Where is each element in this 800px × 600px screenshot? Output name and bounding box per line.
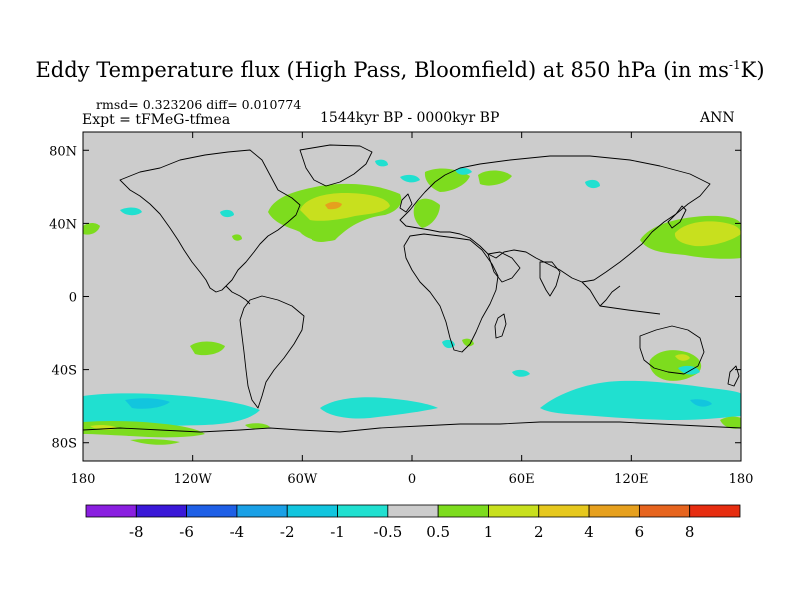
scandinavia-positive — [424, 168, 470, 192]
colorbar-swatch — [286, 504, 338, 518]
lat-tick-label: 80S — [52, 437, 77, 452]
south-africa-positive — [462, 338, 474, 347]
indonesia-coast — [599, 305, 661, 315]
india-coast — [539, 261, 561, 297]
colorbar-label: 0.5 — [426, 523, 450, 541]
pacific-negative-east — [120, 207, 142, 216]
rmsd-diff-label: rmsd= 0.323206 diff= 0.010774 — [96, 97, 302, 112]
eurasia-coast — [399, 155, 711, 283]
east-europe-negative — [400, 174, 420, 183]
russia-negative — [455, 167, 472, 175]
lon-tick-label: 120E — [614, 472, 648, 487]
colorbar-swatch — [488, 504, 540, 518]
north-atlantic-core — [300, 193, 390, 221]
colorbar-label: -1 — [330, 523, 345, 541]
colorbar-label: -6 — [179, 523, 194, 541]
lon-tick-label: 120W — [174, 472, 213, 487]
north-america-coast — [119, 149, 301, 293]
latitude-axis: 80N 40N 0 40S 80S — [49, 144, 741, 452]
colorbar-label: -4 — [230, 523, 245, 541]
greenland-coast — [299, 144, 373, 187]
antarctic-coast-positive-east — [720, 416, 741, 429]
australia-core — [675, 354, 690, 361]
new-zealand-coast — [727, 365, 740, 387]
plot-title: Eddy Temperature flux (High Pass, Bloomf… — [35, 58, 765, 82]
period-label: 1544kyr BP - 0000kyr BP — [320, 110, 500, 126]
colorbar-label: 6 — [635, 523, 645, 541]
east-us-positive — [232, 234, 242, 241]
north-pacific-positive-west — [83, 223, 100, 235]
north-pacific-core — [674, 221, 741, 247]
colorbar-swatch — [437, 504, 489, 518]
colorbar-swatch — [186, 504, 238, 518]
colorbar-label: 8 — [685, 523, 695, 541]
uk-coast — [399, 193, 413, 213]
colorbar-swatch — [588, 504, 640, 518]
japan-coast — [667, 205, 687, 229]
lon-tick-label: 180 — [729, 472, 754, 487]
lat-tick-label: 40S — [52, 364, 77, 379]
colorbar-label: -2 — [280, 523, 295, 541]
lat-tick-label: 0 — [69, 291, 77, 306]
colorbar-label: 1 — [484, 523, 494, 541]
europe-positive — [413, 198, 440, 228]
colorbar-label: 4 — [584, 523, 594, 541]
lat-tick-label: 40N — [49, 217, 77, 232]
australia-coast — [639, 325, 705, 375]
colorbar-swatch — [689, 504, 741, 518]
lat-tick-label: 80N — [49, 144, 77, 159]
south-atlantic-negative — [512, 369, 530, 377]
colorbar-label: -8 — [129, 523, 144, 541]
colorbar-swatch — [85, 504, 137, 518]
coastlines — [83, 144, 741, 433]
lon-tick-label: 180 — [71, 472, 96, 487]
south-pacific-positive — [190, 341, 225, 356]
antarctic-coast-positive-mid — [245, 423, 270, 430]
anomaly-field — [83, 159, 741, 445]
southern-ocean-core-east — [690, 399, 712, 407]
central-america-coast — [225, 285, 251, 305]
labrador-positive — [310, 227, 338, 242]
colorbar-swatch — [337, 504, 389, 518]
colorbar-label: -0.5 — [373, 523, 402, 541]
russia-positive — [478, 170, 512, 186]
colorbar-swatch — [538, 504, 590, 518]
colorbar-swatch — [135, 504, 188, 518]
southern-ocean-indian — [540, 380, 741, 420]
pacific-negative-mid — [220, 209, 234, 218]
season-label: ANN — [700, 110, 735, 126]
colorbar-swatch — [638, 504, 691, 518]
colorbar: -8 -6 -4 -2 -1 -0.5 0.5 1 2 4 6 8 — [85, 504, 741, 541]
colorbar-swatch — [236, 504, 288, 518]
madagascar-coast — [494, 313, 507, 339]
greenland-negative — [375, 159, 388, 167]
southern-ocean-atlantic — [320, 397, 438, 419]
longitude-axis: 180 120W 60W 0 60E 120E 180 — [71, 132, 754, 487]
colorbar-label: 2 — [534, 523, 544, 541]
lon-tick-label: 60W — [287, 472, 318, 487]
africa-coast — [403, 233, 499, 353]
experiment-label: Expt = tFMeG-tfmea — [82, 112, 231, 128]
colorbar-swatch — [387, 504, 439, 518]
arabia-coast — [487, 251, 521, 283]
southern-ocean-core-west — [125, 398, 170, 409]
antarctica-coast — [83, 421, 741, 433]
lon-tick-label: 60E — [509, 472, 535, 487]
siberia-negative — [585, 179, 600, 189]
south-america-coast — [239, 295, 305, 409]
north-atlantic-max — [325, 201, 342, 210]
lon-tick-label: 0 — [408, 472, 416, 487]
antarctic-coast-positive-ross — [130, 438, 180, 445]
